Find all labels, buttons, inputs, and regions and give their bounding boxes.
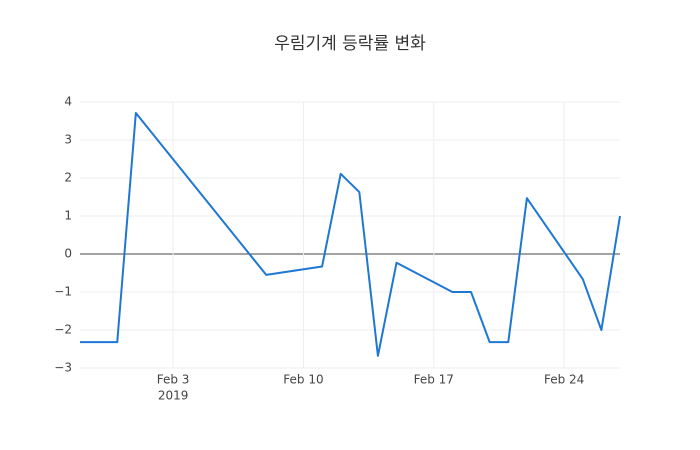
y-tick-label: 4 (64, 95, 72, 109)
x-tick-label: Feb 24 (544, 373, 584, 387)
x-tick-label: Feb 10 (283, 373, 323, 387)
chart-title: 우림기계 등락률 변화 (274, 34, 426, 54)
line (80, 112, 621, 357)
y-tick-label: 0 (64, 247, 72, 261)
y-tick-label: −1 (54, 285, 72, 299)
y-tick-label: −3 (54, 361, 72, 375)
y-tick-label: −2 (54, 323, 72, 337)
x-tick-label: Feb 17 (414, 373, 454, 387)
y-tick-label: 1 (64, 209, 72, 223)
x-tick-label: Feb 3 (157, 373, 190, 387)
x-year-label: 2019 (158, 389, 189, 403)
y-tick-label: 2 (64, 171, 72, 185)
y-tick-label: 3 (64, 133, 72, 147)
